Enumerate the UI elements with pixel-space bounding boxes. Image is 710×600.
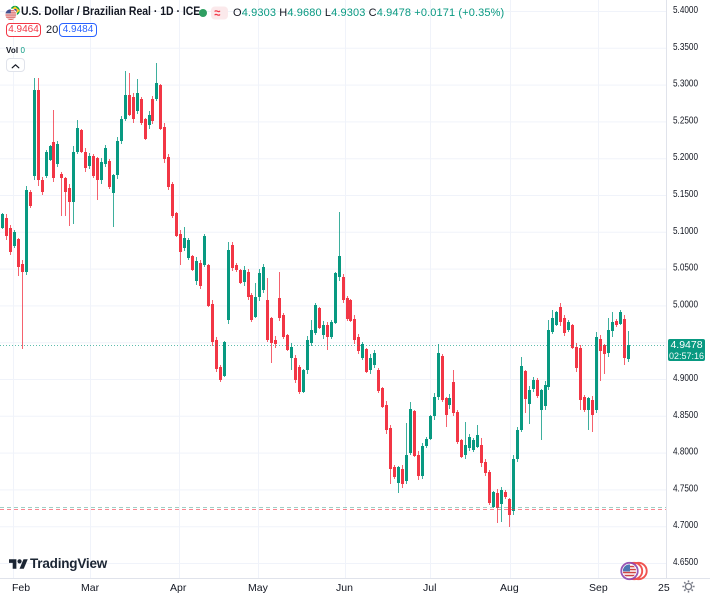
svg-text:5.2500: 5.2500 [673,114,698,126]
svg-text:4.8000: 4.8000 [673,446,698,458]
svg-text:5.2000: 5.2000 [673,151,698,163]
svg-text:5.3500: 5.3500 [673,41,698,53]
svg-text:5.4000: 5.4000 [673,4,698,16]
svg-text:4.7500: 4.7500 [673,482,698,494]
svg-text:5.0000: 5.0000 [673,298,698,310]
svg-text:5.1000: 5.1000 [673,225,698,237]
svg-text:4.7000: 4.7000 [673,519,698,531]
svg-text:4.9000: 4.9000 [673,372,698,384]
svg-text:5.0500: 5.0500 [673,262,698,274]
svg-text:4.6500: 4.6500 [673,556,698,568]
svg-text:4.8500: 4.8500 [673,409,698,421]
svg-text:5.1500: 5.1500 [673,188,698,200]
svg-text:5.3000: 5.3000 [673,78,698,90]
